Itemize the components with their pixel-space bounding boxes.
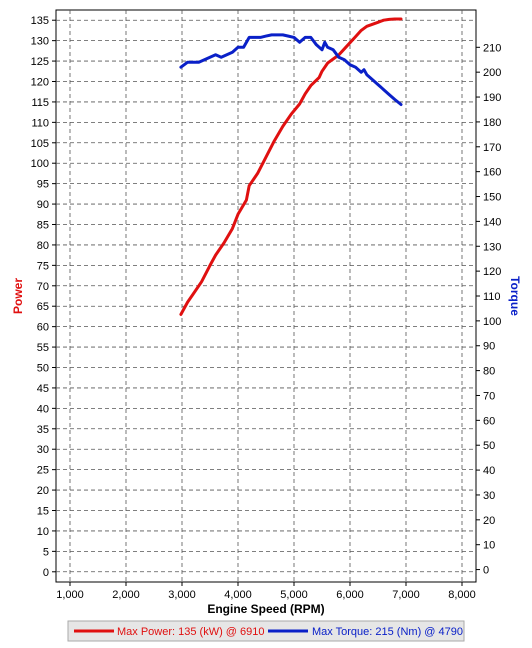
left-tick-label: 105 xyxy=(31,138,49,150)
right-tick-label: 10 xyxy=(483,540,495,552)
left-tick-label: 85 xyxy=(37,220,49,232)
left-tick-label: 40 xyxy=(37,403,49,415)
right-tick-label: 90 xyxy=(483,341,495,353)
x-axis-ticks: 1,000 2,000 3,000 4,000 5,000 6,000 7,000 8,000 xyxy=(56,582,476,601)
right-tick-label: 200 xyxy=(483,67,501,79)
left-tick-label: 65 xyxy=(37,301,49,313)
left-tick-label: 75 xyxy=(37,260,49,272)
right-tick-label: 190 xyxy=(483,92,501,104)
x-tick-label: 5,000 xyxy=(280,589,308,601)
x-tick-label: 2,000 xyxy=(112,589,140,601)
left-tick-label: 95 xyxy=(37,179,49,191)
right-tick-label: 100 xyxy=(483,316,501,328)
torque-series-line xyxy=(179,33,403,106)
left-tick-label: 15 xyxy=(37,506,49,518)
right-tick-label: 50 xyxy=(483,440,495,452)
right-tick-label: 140 xyxy=(483,216,501,228)
left-tick-label: 90 xyxy=(37,199,49,211)
left-tick-label: 115 xyxy=(31,97,49,109)
x-tick-label: 1,000 xyxy=(56,589,84,601)
right-tick-label: 80 xyxy=(483,366,495,378)
right-axis-ticks: 0 10 20 30 40 50 60 70 80 90 100 110 120 130 140 150 160… xyxy=(476,42,501,577)
left-tick-label: 120 xyxy=(31,77,49,89)
x-tick-label: 6,000 xyxy=(336,589,364,601)
right-tick-label: 20 xyxy=(483,515,495,527)
left-tick-label: 110 xyxy=(31,117,49,129)
legend-torque-label: Max Torque: 215 (Nm) @ 4790 xyxy=(312,626,463,638)
left-tick-label: 5 xyxy=(43,546,49,558)
left-tick-label: 25 xyxy=(37,465,49,477)
x-tick-label: 8,000 xyxy=(448,589,476,601)
left-tick-label: 10 xyxy=(37,526,49,538)
right-tick-label: 110 xyxy=(483,291,501,303)
left-tick-label: 45 xyxy=(37,383,49,395)
right-tick-label: 210 xyxy=(483,42,501,54)
left-tick-label: 100 xyxy=(31,158,49,170)
right-tick-label: 70 xyxy=(483,390,495,402)
plot-area xyxy=(55,9,477,583)
left-tick-label: 125 xyxy=(31,56,49,68)
right-tick-label: 150 xyxy=(483,192,501,204)
left-axis-ticks: 0 5 10 15 20 25 30 35 40 45 50 55 60 65 70 75 80 85 90 95 10… xyxy=(31,15,56,579)
right-tick-label: 170 xyxy=(483,142,501,154)
left-axis-title: Power xyxy=(11,278,25,314)
x-tick-label: 4,000 xyxy=(224,589,252,601)
left-tick-label: 50 xyxy=(37,363,49,375)
left-tick-label: 80 xyxy=(37,240,49,252)
left-tick-label: 130 xyxy=(31,36,49,48)
right-tick-label: 0 xyxy=(483,565,489,577)
x-tick-label: 7,000 xyxy=(392,589,420,601)
right-tick-label: 160 xyxy=(483,167,501,179)
x-tick-label: 3,000 xyxy=(168,589,196,601)
left-tick-label: 70 xyxy=(37,281,49,293)
legend-power-label: Max Power: 135 (kW) @ 6910 xyxy=(117,626,265,638)
grid xyxy=(56,10,476,582)
left-tick-label: 135 xyxy=(31,15,49,27)
right-tick-label: 180 xyxy=(483,117,501,129)
series-lines xyxy=(179,17,403,316)
right-tick-label: 40 xyxy=(483,465,495,477)
left-tick-label: 60 xyxy=(37,322,49,334)
legend: Max Power: 135 (kW) @ 6910 Max Torque: 2… xyxy=(67,620,465,642)
right-tick-label: 120 xyxy=(483,266,501,278)
x-axis-title: Engine Speed (RPM) xyxy=(207,602,324,616)
left-tick-label: 30 xyxy=(37,444,49,456)
left-tick-label: 55 xyxy=(37,342,49,354)
power-series-line xyxy=(179,17,403,316)
right-tick-label: 60 xyxy=(483,415,495,427)
legend-box xyxy=(67,620,465,642)
left-tick-label: 20 xyxy=(37,485,49,497)
right-tick-label: 30 xyxy=(483,490,495,502)
left-tick-label: 35 xyxy=(37,424,49,436)
right-axis-title: Torque xyxy=(508,276,522,316)
left-tick-label: 0 xyxy=(43,567,49,579)
right-tick-label: 130 xyxy=(483,241,501,253)
